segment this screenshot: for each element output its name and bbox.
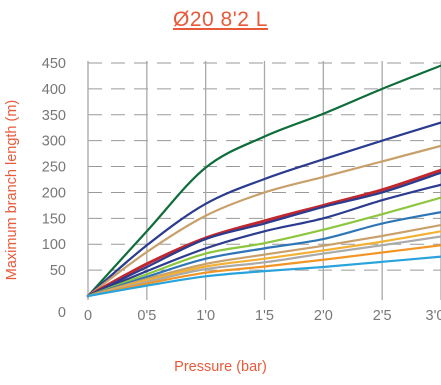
y-tick-label: 100 xyxy=(42,237,66,253)
x-tick-label: 1'5 xyxy=(255,308,274,324)
y-tick-labels: 0 50 100 150 200 250 300 350 400 450 xyxy=(42,56,66,321)
y-tick-label: 400 xyxy=(42,82,66,98)
series-line-1 xyxy=(86,64,441,298)
y-tick-label: 250 xyxy=(42,160,66,176)
series-line-12 xyxy=(86,244,441,298)
series-line-3 xyxy=(86,144,441,298)
chart-title: Ø20 8'2 L xyxy=(173,8,268,31)
series-line-7 xyxy=(86,196,441,298)
series-line-5 xyxy=(86,171,441,298)
x-tick-label: 3'0 xyxy=(426,308,441,324)
x-tick-label: 1'0 xyxy=(196,308,215,324)
y-tick-label: 50 xyxy=(50,263,66,279)
x-tick-labels: 0 0'5 1'0 1'5 2'0 2'5 3'0 xyxy=(84,308,441,324)
x-tick-label: 0 xyxy=(84,308,92,324)
series-lines xyxy=(86,64,441,298)
series-line-8 xyxy=(86,211,441,298)
y-tick-label: 450 xyxy=(42,56,66,72)
series-line-11 xyxy=(86,235,441,298)
series-line-10 xyxy=(86,230,441,298)
x-tick-label: 0'5 xyxy=(137,308,156,324)
series-line-4 xyxy=(86,168,441,298)
x-tick-label: 2'5 xyxy=(373,308,392,324)
y-tick-label: 350 xyxy=(42,108,66,124)
y-tick-label: 300 xyxy=(42,134,66,150)
y-tick-label: 200 xyxy=(42,185,66,201)
x-tick-label: 2'0 xyxy=(314,308,333,324)
y-tick-label: 150 xyxy=(42,211,66,227)
y-tick-label: 0 xyxy=(58,305,66,321)
series-line-2 xyxy=(86,121,441,298)
grid-lines xyxy=(87,61,441,300)
x-axis-label: Pressure (bar) xyxy=(174,359,267,375)
series-line-9 xyxy=(86,223,441,298)
series-line-13 xyxy=(86,255,441,298)
series-line-6 xyxy=(86,183,441,298)
y-axis-label: Maximum branch length (m) xyxy=(4,99,20,281)
